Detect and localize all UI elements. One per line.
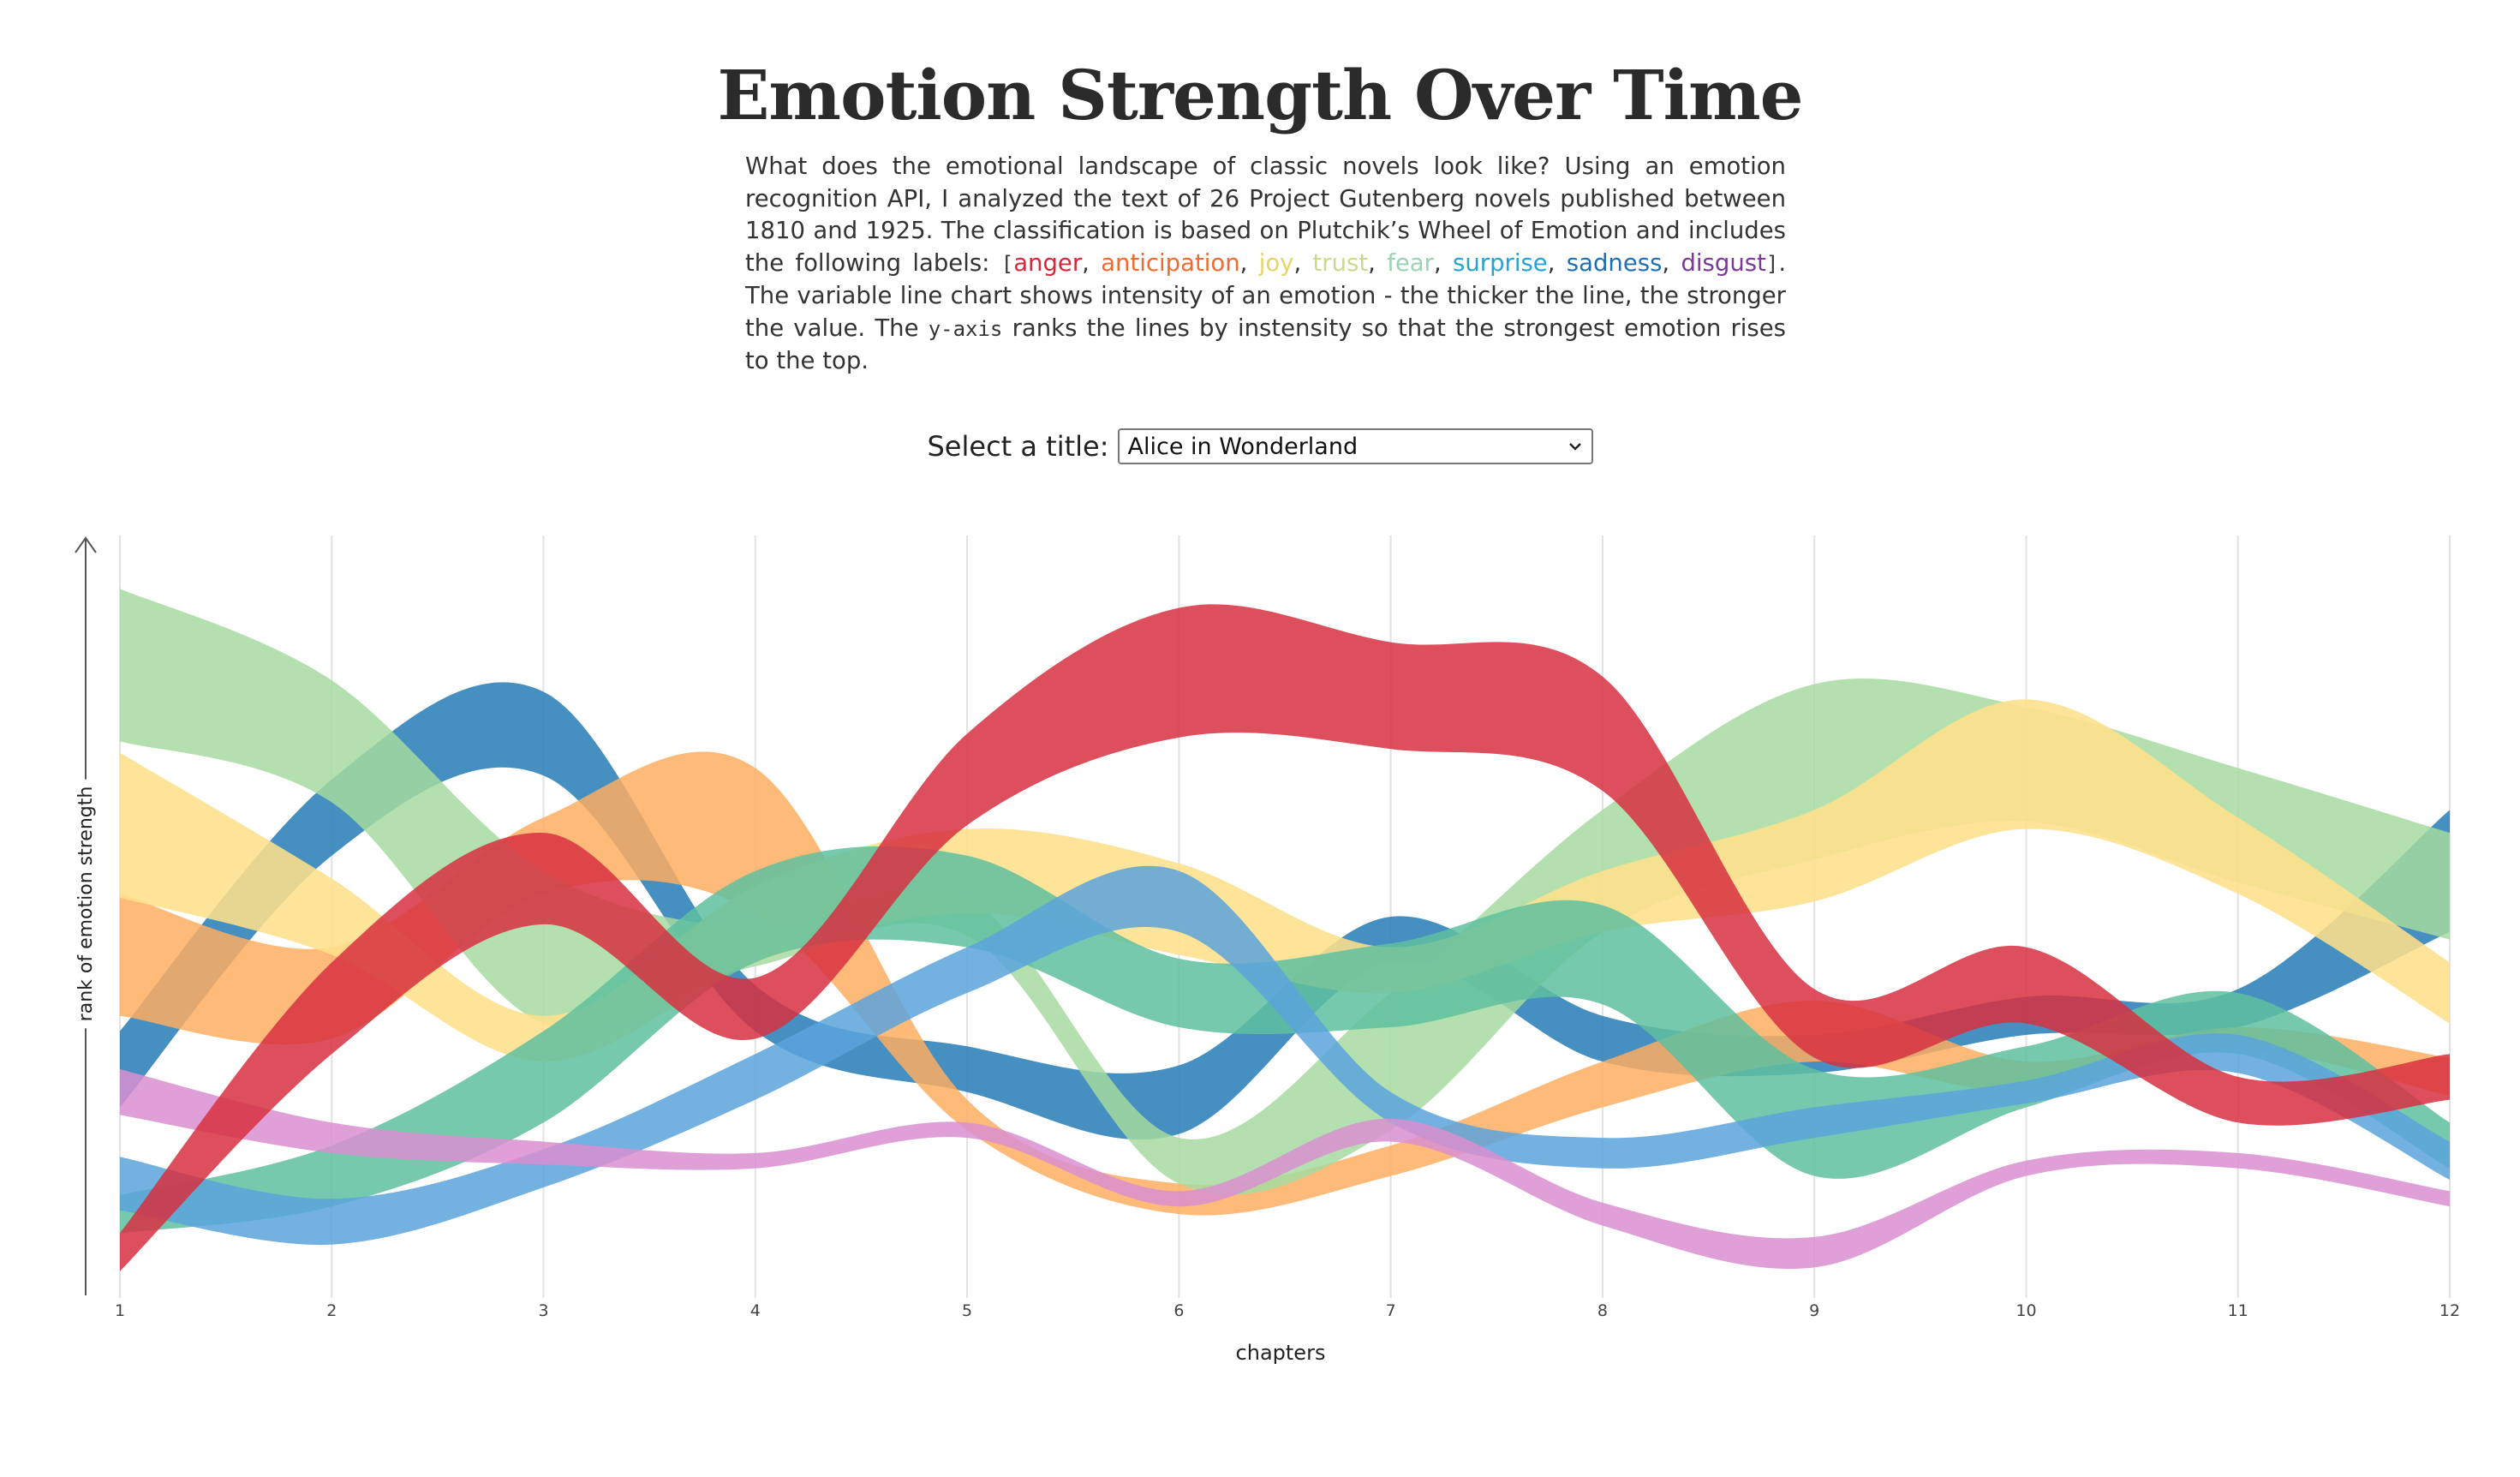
emotion-band [120, 589, 2450, 1195]
x-tick-label: 10 [2015, 1301, 2036, 1320]
label-sep: , [1433, 248, 1453, 277]
title-select-value: Alice in Wonderland [1127, 433, 1359, 460]
label-sep: , [1293, 248, 1313, 277]
emotion-band [120, 751, 2450, 1216]
x-axis-label: chapters [1236, 1341, 1326, 1365]
x-tick-label: 3 [538, 1301, 548, 1320]
x-tick-label: 12 [2439, 1301, 2460, 1320]
y-axis-arrow-icon [75, 536, 97, 553]
x-tick-label: 2 [326, 1301, 337, 1320]
y-axis-label-bg [70, 779, 102, 1029]
label-fear: fear [1387, 248, 1434, 277]
emotion-band [120, 846, 2450, 1234]
chevron-down-icon [1568, 443, 1581, 451]
label-anticipation: anticipation [1101, 248, 1240, 277]
y-axis-code: y-axis [928, 316, 1003, 341]
label-surprise: surprise [1453, 248, 1548, 277]
label-sadness: sadness [1566, 248, 1663, 277]
y-axis-label: rank of emotion strength [75, 786, 97, 1022]
label-list-open: [ [1000, 251, 1014, 276]
title-select-label: Select a title: [927, 430, 1109, 463]
x-tick-label: 1 [115, 1301, 125, 1320]
label-disgust: disgust [1681, 248, 1766, 277]
description: What does the emotional landscape of cla… [745, 151, 1786, 378]
chart-bands [120, 589, 2450, 1271]
description-intro: What does the emotional landscape of cla… [745, 152, 1786, 277]
label-sep: , [1662, 248, 1681, 277]
description-middle: . The variable line chart shows intensit… [745, 248, 1787, 342]
label-sep: , [1547, 248, 1567, 277]
description-end: ranks the lines by instensity so that th… [745, 314, 1787, 375]
x-tick-label: 6 [1173, 1301, 1184, 1320]
x-tick-label: 11 [2228, 1301, 2248, 1320]
x-tick-label: 8 [1597, 1301, 1608, 1320]
label-joy: joy [1258, 248, 1294, 277]
x-tick-label: 7 [1386, 1301, 1396, 1320]
title-select[interactable]: Alice in Wonderland [1117, 428, 1593, 464]
x-tick-label: 9 [1809, 1301, 1819, 1320]
label-sep: , [1368, 248, 1388, 277]
label-sep: , [1239, 248, 1259, 277]
label-trust: trust [1312, 248, 1369, 277]
x-tick-label: 4 [750, 1301, 761, 1320]
label-anger: anger [1013, 248, 1083, 277]
label-list-close: ] [1765, 251, 1779, 276]
label-sep: , [1082, 248, 1102, 277]
emotion-band [120, 1069, 2450, 1270]
page-title: Emotion Strength Over Time [717, 55, 1803, 135]
title-selector: Select a title: Alice in Wonderland [0, 428, 2520, 464]
emotion-band [120, 865, 2450, 1246]
x-tick-label: 5 [962, 1301, 972, 1320]
